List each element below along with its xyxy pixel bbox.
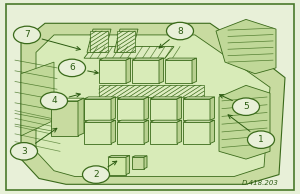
Polygon shape [84,122,111,144]
Polygon shape [177,97,182,120]
Polygon shape [177,120,182,144]
Polygon shape [210,97,214,120]
Text: 5: 5 [243,102,249,111]
Polygon shape [78,98,84,136]
Bar [117,31,135,52]
Polygon shape [117,97,148,99]
Polygon shape [144,156,147,169]
Polygon shape [111,120,116,144]
Polygon shape [108,157,126,175]
Polygon shape [21,23,285,184]
Polygon shape [165,58,196,60]
Circle shape [58,59,85,77]
Polygon shape [150,120,182,122]
Text: 2: 2 [93,170,99,179]
Polygon shape [36,35,270,177]
Circle shape [167,22,194,40]
Polygon shape [117,120,148,122]
Polygon shape [150,122,177,144]
Polygon shape [183,97,214,99]
Polygon shape [144,120,148,144]
Text: 6: 6 [69,63,75,72]
Text: 4: 4 [51,96,57,105]
Polygon shape [165,60,192,83]
Polygon shape [183,99,210,120]
Polygon shape [51,98,84,101]
Polygon shape [132,60,159,83]
Polygon shape [126,58,130,83]
Circle shape [82,166,109,183]
Polygon shape [216,19,276,74]
Bar [99,85,204,97]
Text: 8: 8 [177,27,183,36]
Polygon shape [183,120,214,122]
Polygon shape [84,47,174,58]
Polygon shape [210,120,214,144]
Text: 1: 1 [258,135,264,144]
Circle shape [14,26,40,44]
Polygon shape [87,29,111,52]
Polygon shape [99,58,130,60]
Circle shape [232,98,260,115]
Polygon shape [84,120,116,122]
Polygon shape [192,58,196,83]
Polygon shape [219,85,270,159]
Polygon shape [150,99,177,120]
Polygon shape [51,101,78,136]
Polygon shape [117,122,144,144]
Polygon shape [159,58,164,83]
Polygon shape [132,58,164,60]
Polygon shape [108,156,130,157]
Polygon shape [84,97,116,99]
Polygon shape [150,97,182,99]
Polygon shape [144,97,148,120]
Polygon shape [114,29,138,52]
Polygon shape [117,99,144,120]
Polygon shape [84,99,111,120]
Bar [90,31,108,52]
Polygon shape [99,60,126,83]
Polygon shape [21,62,54,136]
Polygon shape [126,156,130,175]
Circle shape [11,143,38,160]
Text: D.418.203: D.418.203 [242,180,279,186]
Polygon shape [183,122,210,144]
Polygon shape [132,157,144,169]
Circle shape [40,92,68,110]
Circle shape [248,131,274,148]
Polygon shape [111,97,116,120]
Text: 3: 3 [21,147,27,156]
Text: 7: 7 [24,30,30,39]
Polygon shape [132,156,147,157]
